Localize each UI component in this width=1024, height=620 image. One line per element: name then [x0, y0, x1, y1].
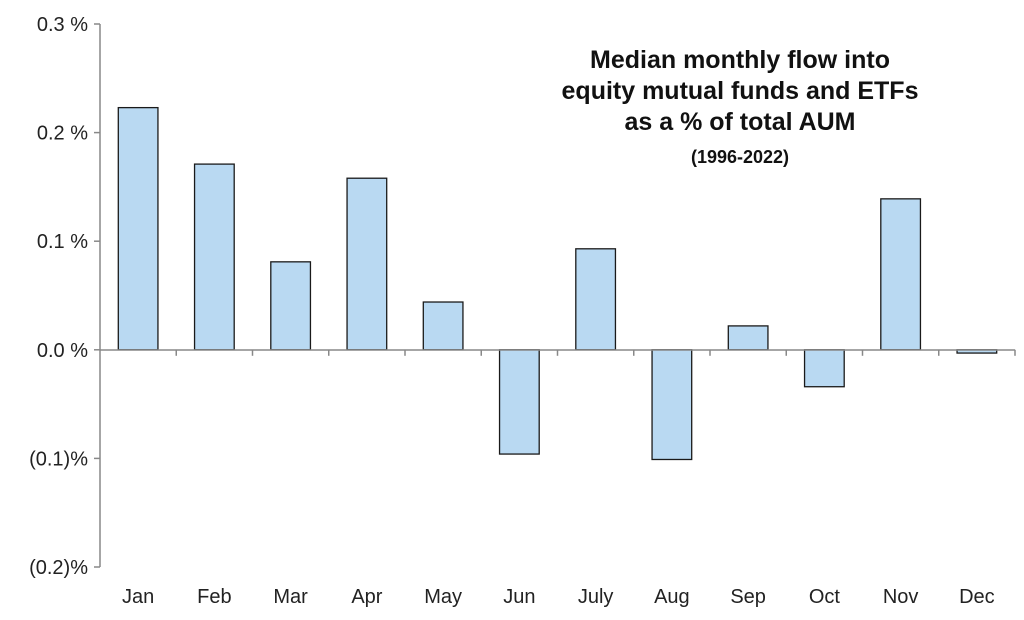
x-tick-label: Jan	[122, 586, 154, 608]
x-tick-label: May	[424, 586, 462, 608]
bar-apr	[346, 177, 388, 351]
bars	[117, 106, 998, 461]
bar-july	[575, 248, 617, 351]
bar-aug	[651, 349, 693, 461]
y-tick-labels: 0.3 % 0.2 % 0.1 % 0.0 % (0.1)% (0.2)%	[29, 14, 88, 579]
bar-nov	[880, 198, 922, 351]
bar-jan	[117, 106, 159, 351]
chart-subtitle: (1996-2022)	[691, 147, 789, 167]
y-tick-label: (0.2)%	[29, 557, 88, 579]
bar-may	[422, 301, 464, 351]
title-line-3: as a % of total AUM	[624, 108, 855, 136]
x-tick-label: July	[578, 586, 614, 608]
x-tick-label: Dec	[959, 586, 995, 608]
chart-title: Median monthly flow into equity mutual f…	[562, 46, 919, 167]
x-tick-label: Jun	[503, 586, 535, 608]
title-line-2: equity mutual funds and ETFs	[562, 77, 919, 105]
x-tick-label: Sep	[730, 586, 766, 608]
y-tick-label: 0.1 %	[37, 231, 88, 253]
y-tick-label: 0.0 %	[37, 340, 88, 362]
bar-sep	[727, 325, 769, 351]
y-tick-label: 0.3 %	[37, 14, 88, 36]
x-tick-label: Mar	[273, 586, 308, 608]
bar-oct	[803, 349, 845, 388]
bar-mar	[270, 261, 312, 351]
x-tick-label: Feb	[197, 586, 231, 608]
bar-feb	[193, 163, 235, 351]
x-tick-label: Nov	[883, 586, 919, 608]
title-line-1: Median monthly flow into	[590, 46, 890, 74]
x-tick-label: Apr	[351, 586, 382, 608]
bar-jun	[498, 349, 540, 455]
x-tick-marks	[175, 349, 1016, 356]
x-tick-labels: Jan Feb Mar Apr May Jun July Aug Sep Oct Nov Dec	[122, 586, 995, 608]
x-tick-label: Aug	[654, 586, 690, 608]
y-axis	[94, 23, 101, 568]
x-tick-label: Oct	[809, 586, 841, 608]
y-tick-label: 0.2 %	[37, 123, 88, 145]
y-tick-label: (0.1)%	[29, 448, 88, 470]
